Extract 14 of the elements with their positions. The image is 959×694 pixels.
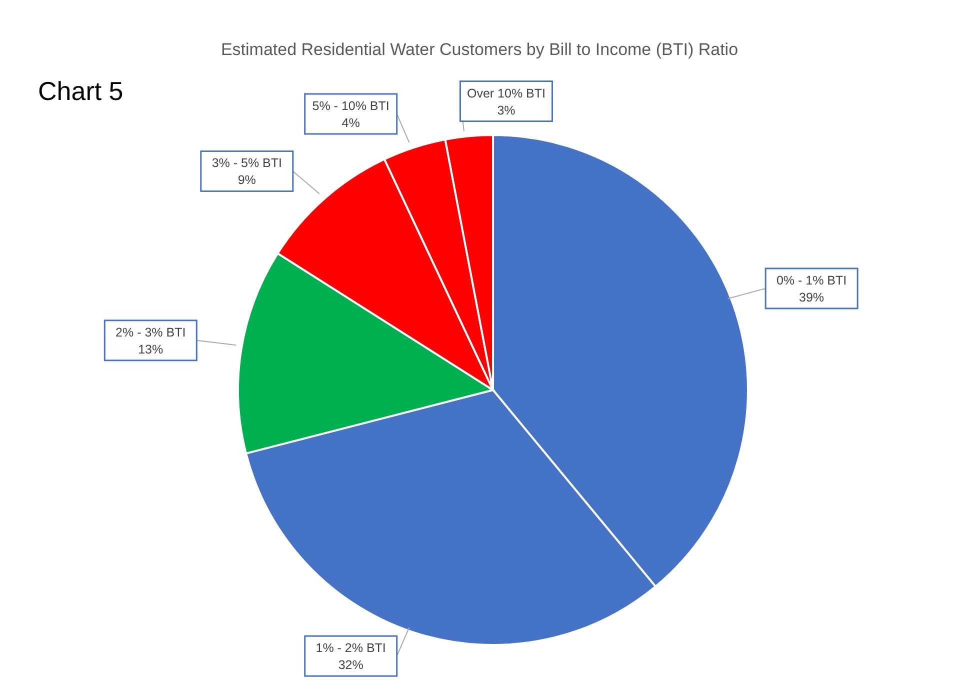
slice-label: 3% - 5% BTI (212, 156, 282, 170)
data-label: 3% (497, 103, 516, 118)
chart-title: Estimated Residential Water Customers by Bill to Income (BTI) Ratio (220, 40, 740, 60)
data-label: 9% (238, 173, 256, 188)
slice-label: 2% - 3% BTI (116, 325, 186, 340)
slice-label: 0% - 1% BTI (776, 273, 847, 288)
slice-label: Over 10% BTI (466, 86, 546, 100)
slice-label: 1% - 2% BTI (316, 641, 386, 656)
data-label: 32% (338, 658, 364, 672)
data-label: 13% (138, 342, 164, 356)
caption: Chart 5 (38, 76, 124, 107)
data-label: 39% (799, 290, 824, 304)
data-label: 4% (342, 116, 360, 130)
slice-label: 5% - 10% BTI (312, 98, 390, 113)
